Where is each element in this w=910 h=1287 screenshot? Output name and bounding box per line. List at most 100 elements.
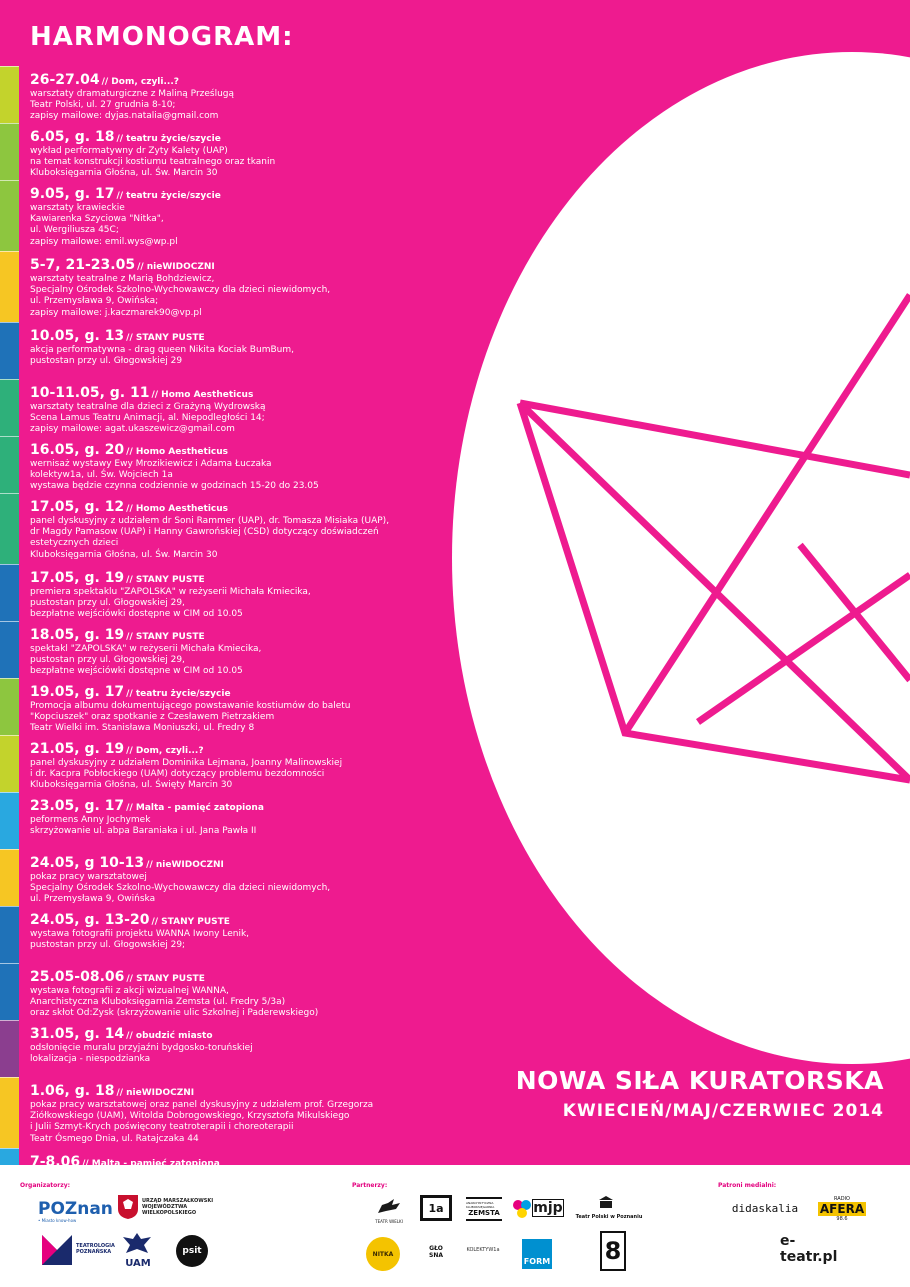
- event-program-tag: // Dom, czyli...?: [126, 746, 204, 756]
- psit-logo: psit: [176, 1235, 208, 1267]
- event-detail-line: i Julii Szmyt-Krych poświęcony teatroter…: [30, 1122, 294, 1133]
- mjp-dots-icon: [513, 1200, 531, 1218]
- partners-label: Partnerzy:: [352, 1182, 388, 1189]
- event-heading: 23.05, g. 17// Malta - pamięć zatopiona: [30, 795, 470, 815]
- event-detail-line: dr Magdy Pamasow (UAP) i Hanny Gawroński…: [30, 527, 379, 538]
- event-detail-line: Kluboksięgarnia Głośna, ul. Św. Marcin 3…: [30, 168, 218, 179]
- event-program-tag: // Malta - pamięć zatopiona: [126, 803, 264, 813]
- event-program-tag: // STANY PUSTE: [126, 974, 205, 984]
- event-color-bar: [0, 1148, 19, 1165]
- event-detail-line: warsztaty dramaturgiczne z Maliną Prześl…: [30, 89, 235, 99]
- zemsta-logo: ANARCHISTYCZNA KLUBOKSIĘGARNIA ZEMSTA: [466, 1197, 502, 1221]
- event-date: 21.05, g. 19: [30, 741, 125, 757]
- event-detail-line: Kluboksięgarnia Głośna, ul. Święty Marci…: [30, 780, 233, 791]
- event-date: 7-8.06: [30, 1154, 81, 1165]
- event-heading: 7-8.06// Malta - pamięć zatopiona: [30, 1151, 470, 1165]
- event-item: 18.05, g. 19// STANY PUSTE spektakl "ZAPO…: [0, 621, 470, 678]
- event-item: 9.05, g. 17// teatru życie/szycie warszta…: [0, 180, 470, 251]
- event-heading: 16.05, g. 20// Homo Aestheticus: [30, 439, 470, 459]
- festival-name: NOWA SIŁA KURATORSKA: [515, 1066, 884, 1095]
- event-detail-line: Promocja albumu dokumentującego powstawa…: [30, 701, 351, 711]
- event-color-bar: [0, 621, 19, 678]
- event-detail-line: warsztaty teatralne dla dzieci z Grażyną…: [30, 402, 266, 412]
- event-item: 7-8.06// Malta - pamięć zatopionawarszta…: [0, 1148, 470, 1165]
- event-program-tag: // Dom, czyli...?: [101, 77, 179, 87]
- glosna-logo: GŁO SNA: [429, 1245, 443, 1259]
- event-heading: 6.05, g. 18// teatru życie/szycie: [30, 126, 470, 146]
- event-detail-line: wernisaż wystawy Ewy Mrozikiewicz i Adam…: [30, 459, 272, 469]
- event-color-bar: [0, 564, 19, 621]
- event-date: 26-27.04: [30, 72, 100, 88]
- event-program-tag: // Homo Aestheticus: [126, 447, 229, 457]
- event-detail-line: panel dyskusyjny z udziałem Dominika Lej…: [30, 758, 343, 768]
- event-item: 19.05, g. 17// teatru życie/szycie Promoc…: [0, 678, 470, 735]
- event-program-tag: // teatru życie/szycie: [126, 689, 231, 699]
- event-program-tag: // Malta - pamięć zatopiona: [82, 1159, 220, 1165]
- event-color-bar: [0, 678, 19, 735]
- event-heading: 17.05, g. 12// Homo Aestheticus: [30, 496, 470, 516]
- event-heading: 17.05, g. 19// STANY PUSTE: [30, 567, 470, 587]
- event-detail-line: zapisy mailowe: agat.ukaszewicz@gmail.co…: [30, 424, 235, 435]
- event-item: 10-11.05, g. 11// Homo Aestheticus warszt…: [0, 379, 470, 436]
- event-detail-line: Teatr Wielki im. Stanisława Moniuszki, u…: [30, 723, 255, 734]
- poznan-logo: POZnan • Miasto know-how: [38, 1198, 113, 1223]
- event-heading: 24.05, g. 13-20// STANY PUSTE: [30, 909, 470, 929]
- event-detail-line: skrzyżowanie ul. abpa Baraniaka i ul. Ja…: [30, 826, 257, 837]
- event-detail-line: Ziółkowskiego (UAM), Witolda Dobrogowski…: [30, 1111, 350, 1122]
- sponsors-strip: Organizatorzy: Partnerzy: Patroni medial…: [0, 1165, 910, 1287]
- event-detail-line: odsłonięcie muralu przyjaźni bydgosko-to…: [30, 1043, 253, 1053]
- event-program-tag: // nieWIDOCZNI: [116, 1088, 195, 1098]
- event-item: 25.05-08.06// STANY PUSTE wystawa fotogra…: [0, 963, 470, 1020]
- event-heading: 10-11.05, g. 11// Homo Aestheticus: [30, 382, 470, 402]
- event-heading: 10.05, g. 13// STANY PUSTE: [30, 325, 470, 345]
- event-item: 24.05, g. 13-20// STANY PUSTE wystawa fot…: [0, 906, 470, 963]
- event-detail-line: estetycznych dzieci: [30, 538, 119, 549]
- teatr-wielki-pegasus-icon: [378, 1199, 400, 1213]
- teatr-polski-logo: Teatr Polski w Poznaniu: [575, 1214, 643, 1220]
- event-detail-line: zapisy mailowe: j.kaczmarek90@vp.pl: [30, 307, 202, 318]
- event-date: 17.05, g. 19: [30, 570, 125, 586]
- didaskalia-logo: didaskalia: [731, 1201, 799, 1215]
- event-program-tag: // STANY PUSTE: [126, 575, 205, 585]
- event-detail-line: pokaz pracy warsztatowej: [30, 872, 147, 882]
- event-detail-line: "Kopciuszek" oraz spotkanie z Czesławem …: [30, 712, 275, 723]
- event-item: 6.05, g. 18// teatru życie/szycie wykład …: [0, 123, 470, 180]
- event-detail-line: warsztaty krawieckie: [30, 203, 125, 213]
- teatrologia-logo: TEATROLOGIA POZNAŃSKA: [76, 1243, 115, 1255]
- event-detail-line: wystawa fotografii projektu WANNA Iwony …: [30, 929, 250, 939]
- event-heading: 9.05, g. 17// teatru życie/szycie: [30, 183, 470, 203]
- event-item: 1.06, g. 18// nieWIDOCZNI pokaz pracy war…: [0, 1077, 470, 1148]
- event-color-bar: [0, 735, 19, 792]
- voivodeship-shield-icon: [118, 1195, 138, 1219]
- event-date: 5-7, 21-23.05: [30, 257, 136, 273]
- event-program-tag: // STANY PUSTE: [126, 333, 205, 343]
- event-color-bar: [0, 849, 19, 906]
- event-detail-line: zapisy mailowe: emil.wys@wp.pl: [30, 236, 178, 247]
- event-list: 26-27.04// Dom, czyli...? warsztaty drama…: [0, 66, 470, 1165]
- kolektyw-logo: KOLEKTYW1a: [466, 1247, 500, 1253]
- event-item: 24.05, g 10-13// nieWIDOCZNI pokaz pracy …: [0, 849, 470, 906]
- event-color-bar: [0, 66, 19, 123]
- event-detail-line: akcja performatywna - drag queen Nikita …: [30, 345, 294, 355]
- event-detail-line: zapisy mailowe: dyjas.natalia@gmail.com: [30, 111, 219, 122]
- organizers-label: Organizatorzy:: [20, 1182, 71, 1189]
- event-detail-line: warsztaty teatralne z Marią Bohdziewicz,: [30, 274, 215, 284]
- event-detail-line: wykład performatywny dr Zyty Kalety (UAP…: [30, 146, 228, 156]
- event-detail-line: Kawiarenka Szyciowa "Nitka",: [30, 214, 164, 225]
- event-program-tag: // teatru życie/szycie: [116, 191, 221, 201]
- event-color-bar: [0, 1077, 19, 1148]
- event-color-bar: [0, 792, 19, 849]
- teatr-osmego-dnia-logo: 8: [600, 1231, 626, 1271]
- event-date: 10-11.05, g. 11: [30, 385, 150, 401]
- nitka-logo: NITKA: [366, 1237, 400, 1271]
- event-detail-line: Kluboksięgarnia Głośna, ul. Św. Marcin 3…: [30, 549, 218, 560]
- event-detail-line: wystawa będzie czynna codziennie w godzi…: [30, 481, 319, 492]
- event-detail-line: Scena Lamus Teatru Animacji, al. Niepodl…: [30, 413, 265, 424]
- event-detail-line: Specjalny Ośrodek Szkolno-Wychowawczy dl…: [30, 883, 331, 894]
- event-detail-line: i dr. Kacpra Pobłockiego (UAM) dotyczący…: [30, 769, 325, 780]
- event-detail-line: pustostan przy ul. Głogowskiej 29,: [30, 655, 185, 666]
- schedule-title: HARMONOGRAM:: [30, 22, 294, 52]
- event-item: 26-27.04// Dom, czyli...? warsztaty drama…: [0, 66, 470, 123]
- paper-crown-graphic: [516, 293, 910, 784]
- event-program-tag: // obudzić miasto: [126, 1031, 213, 1041]
